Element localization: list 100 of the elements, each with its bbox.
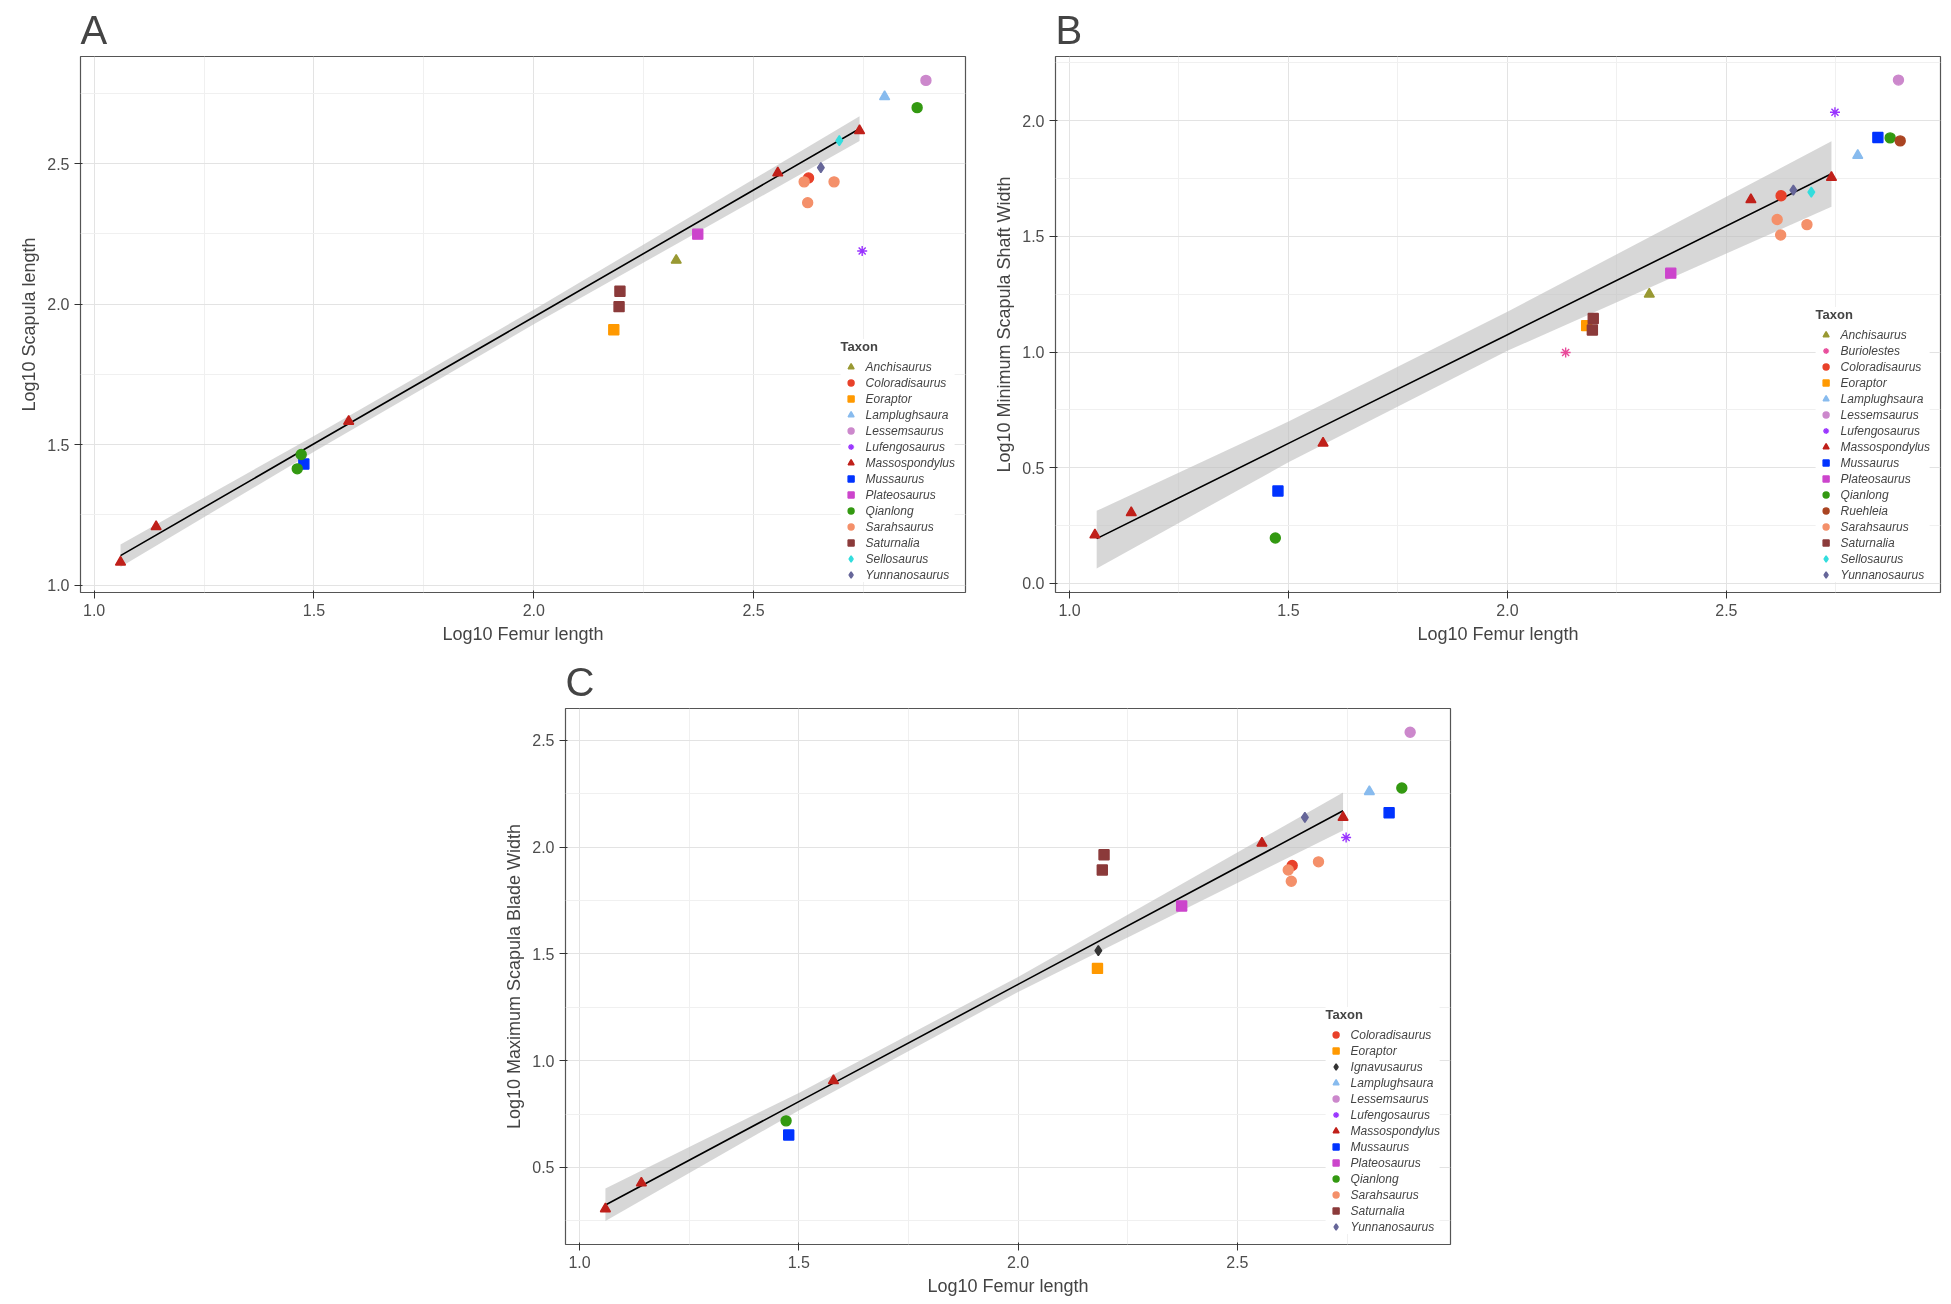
point <box>635 1176 648 1187</box>
legend-label: Coloradisaurus <box>1350 1027 1432 1042</box>
chart-title: B <box>1055 7 1083 52</box>
point <box>1894 135 1906 147</box>
point <box>614 285 626 297</box>
point <box>1312 856 1325 868</box>
point <box>1775 190 1787 202</box>
legend-label: Lufengosaurus <box>1840 423 1921 438</box>
point <box>1175 900 1188 912</box>
point <box>1586 324 1599 336</box>
point <box>1285 875 1298 887</box>
point <box>1825 170 1838 182</box>
x-tick-label: 2.5 <box>1715 601 1738 619</box>
point <box>1096 864 1108 876</box>
y-tick-label: 0.5 <box>532 1159 555 1177</box>
point <box>801 196 814 209</box>
legend-label: Saturnalia <box>865 535 920 550</box>
point <box>599 1202 612 1213</box>
point <box>1125 506 1137 517</box>
legend-label: Sellosaurus <box>1840 551 1904 566</box>
point <box>342 414 355 425</box>
point <box>828 176 840 188</box>
chart-title: A <box>80 7 108 52</box>
point <box>1337 810 1349 821</box>
legend-label: Anchisaurus <box>1840 327 1907 342</box>
point <box>613 300 625 313</box>
point <box>1340 831 1352 844</box>
x-tick-label: 2.0 <box>1006 1253 1030 1271</box>
point <box>1774 229 1787 241</box>
legend-label: Saturnalia <box>1350 1203 1405 1218</box>
legend-label: Buriolestes <box>1840 343 1900 358</box>
point <box>1852 148 1864 160</box>
point <box>911 101 923 114</box>
y-tick-label: 1.5 <box>1022 228 1045 246</box>
y-tick-label: 2.5 <box>532 732 555 750</box>
chart-title: C <box>565 659 595 704</box>
x-tick-label: 2.5 <box>742 601 765 619</box>
point <box>920 74 932 87</box>
y-axis-title: Log10 Minimum Scapula Shaft Width <box>994 176 1015 473</box>
point <box>1396 782 1408 794</box>
legend-label: Massospondylus <box>1840 439 1930 454</box>
point <box>772 166 784 177</box>
point <box>1745 193 1757 204</box>
legend-label: Massospondylus <box>1350 1123 1440 1138</box>
point <box>1771 213 1783 226</box>
legend-label: Sellosaurus <box>865 551 929 566</box>
point <box>1089 528 1101 539</box>
legend-label: Mussaurus <box>1350 1139 1410 1154</box>
legend-label: Lamplughsaura <box>865 407 949 422</box>
point <box>780 1115 792 1127</box>
y-tick-label: 0.0 <box>1022 575 1045 593</box>
point <box>1091 962 1104 975</box>
point <box>291 463 303 475</box>
legend-label: Massospondylus <box>865 455 955 470</box>
x-axis-title: Log10 Femur length <box>927 1275 1089 1296</box>
point <box>798 176 810 188</box>
point <box>692 228 704 240</box>
legend-label: Lamplughsaura <box>1350 1075 1434 1090</box>
point <box>1098 849 1110 861</box>
legend-label: Qianlong <box>865 503 914 518</box>
legend-label: Coloradisaurus <box>1840 359 1922 374</box>
legend-label: Saturnalia <box>1840 535 1895 550</box>
point <box>1317 436 1329 447</box>
point <box>1892 74 1905 86</box>
y-tick-label: 2.0 <box>532 839 555 857</box>
x-tick-label: 1.0 <box>83 601 106 619</box>
y-tick-label: 2.0 <box>47 296 70 314</box>
point <box>1383 807 1395 819</box>
legend-label: Yunnanosaurus <box>865 567 950 582</box>
legend-label: Eoraptor <box>1840 375 1887 390</box>
point <box>1363 785 1376 796</box>
x-tick-label: 2.0 <box>1496 601 1519 619</box>
point <box>1665 267 1677 279</box>
y-tick-label: 1.5 <box>532 945 555 963</box>
point <box>1587 312 1599 325</box>
point <box>1269 532 1282 544</box>
legend-title: Taxon <box>1815 307 1854 322</box>
y-axis-title: Log10 Scapula length <box>19 237 40 412</box>
point <box>827 1074 840 1085</box>
x-tick-label: 1.0 <box>568 1253 591 1271</box>
legend-label: Plateosaurus <box>865 487 936 502</box>
legend-label: Anchisaurus <box>865 359 932 374</box>
legend-label: Lessemsaurus <box>1350 1091 1429 1106</box>
legend-label: Lessemsaurus <box>1840 407 1919 422</box>
point <box>783 1129 795 1141</box>
legend-label: Lessemsaurus <box>865 423 944 438</box>
legend-label: Qianlong <box>1840 487 1889 502</box>
y-tick-label: 1.0 <box>1022 344 1045 362</box>
legend-label: Yunnanosaurus <box>1350 1219 1435 1234</box>
point <box>856 245 868 257</box>
point <box>1643 287 1655 298</box>
legend-label: Lufengosaurus <box>1350 1107 1431 1122</box>
point <box>295 448 307 461</box>
point <box>1404 726 1416 738</box>
point <box>1282 864 1294 876</box>
legend-label: Mussaurus <box>865 471 925 486</box>
y-tick-label: 1.5 <box>47 436 70 454</box>
legend-label: Ignavusaurus <box>1350 1059 1423 1074</box>
legend-title: Taxon <box>1325 1007 1364 1022</box>
point <box>670 253 682 264</box>
